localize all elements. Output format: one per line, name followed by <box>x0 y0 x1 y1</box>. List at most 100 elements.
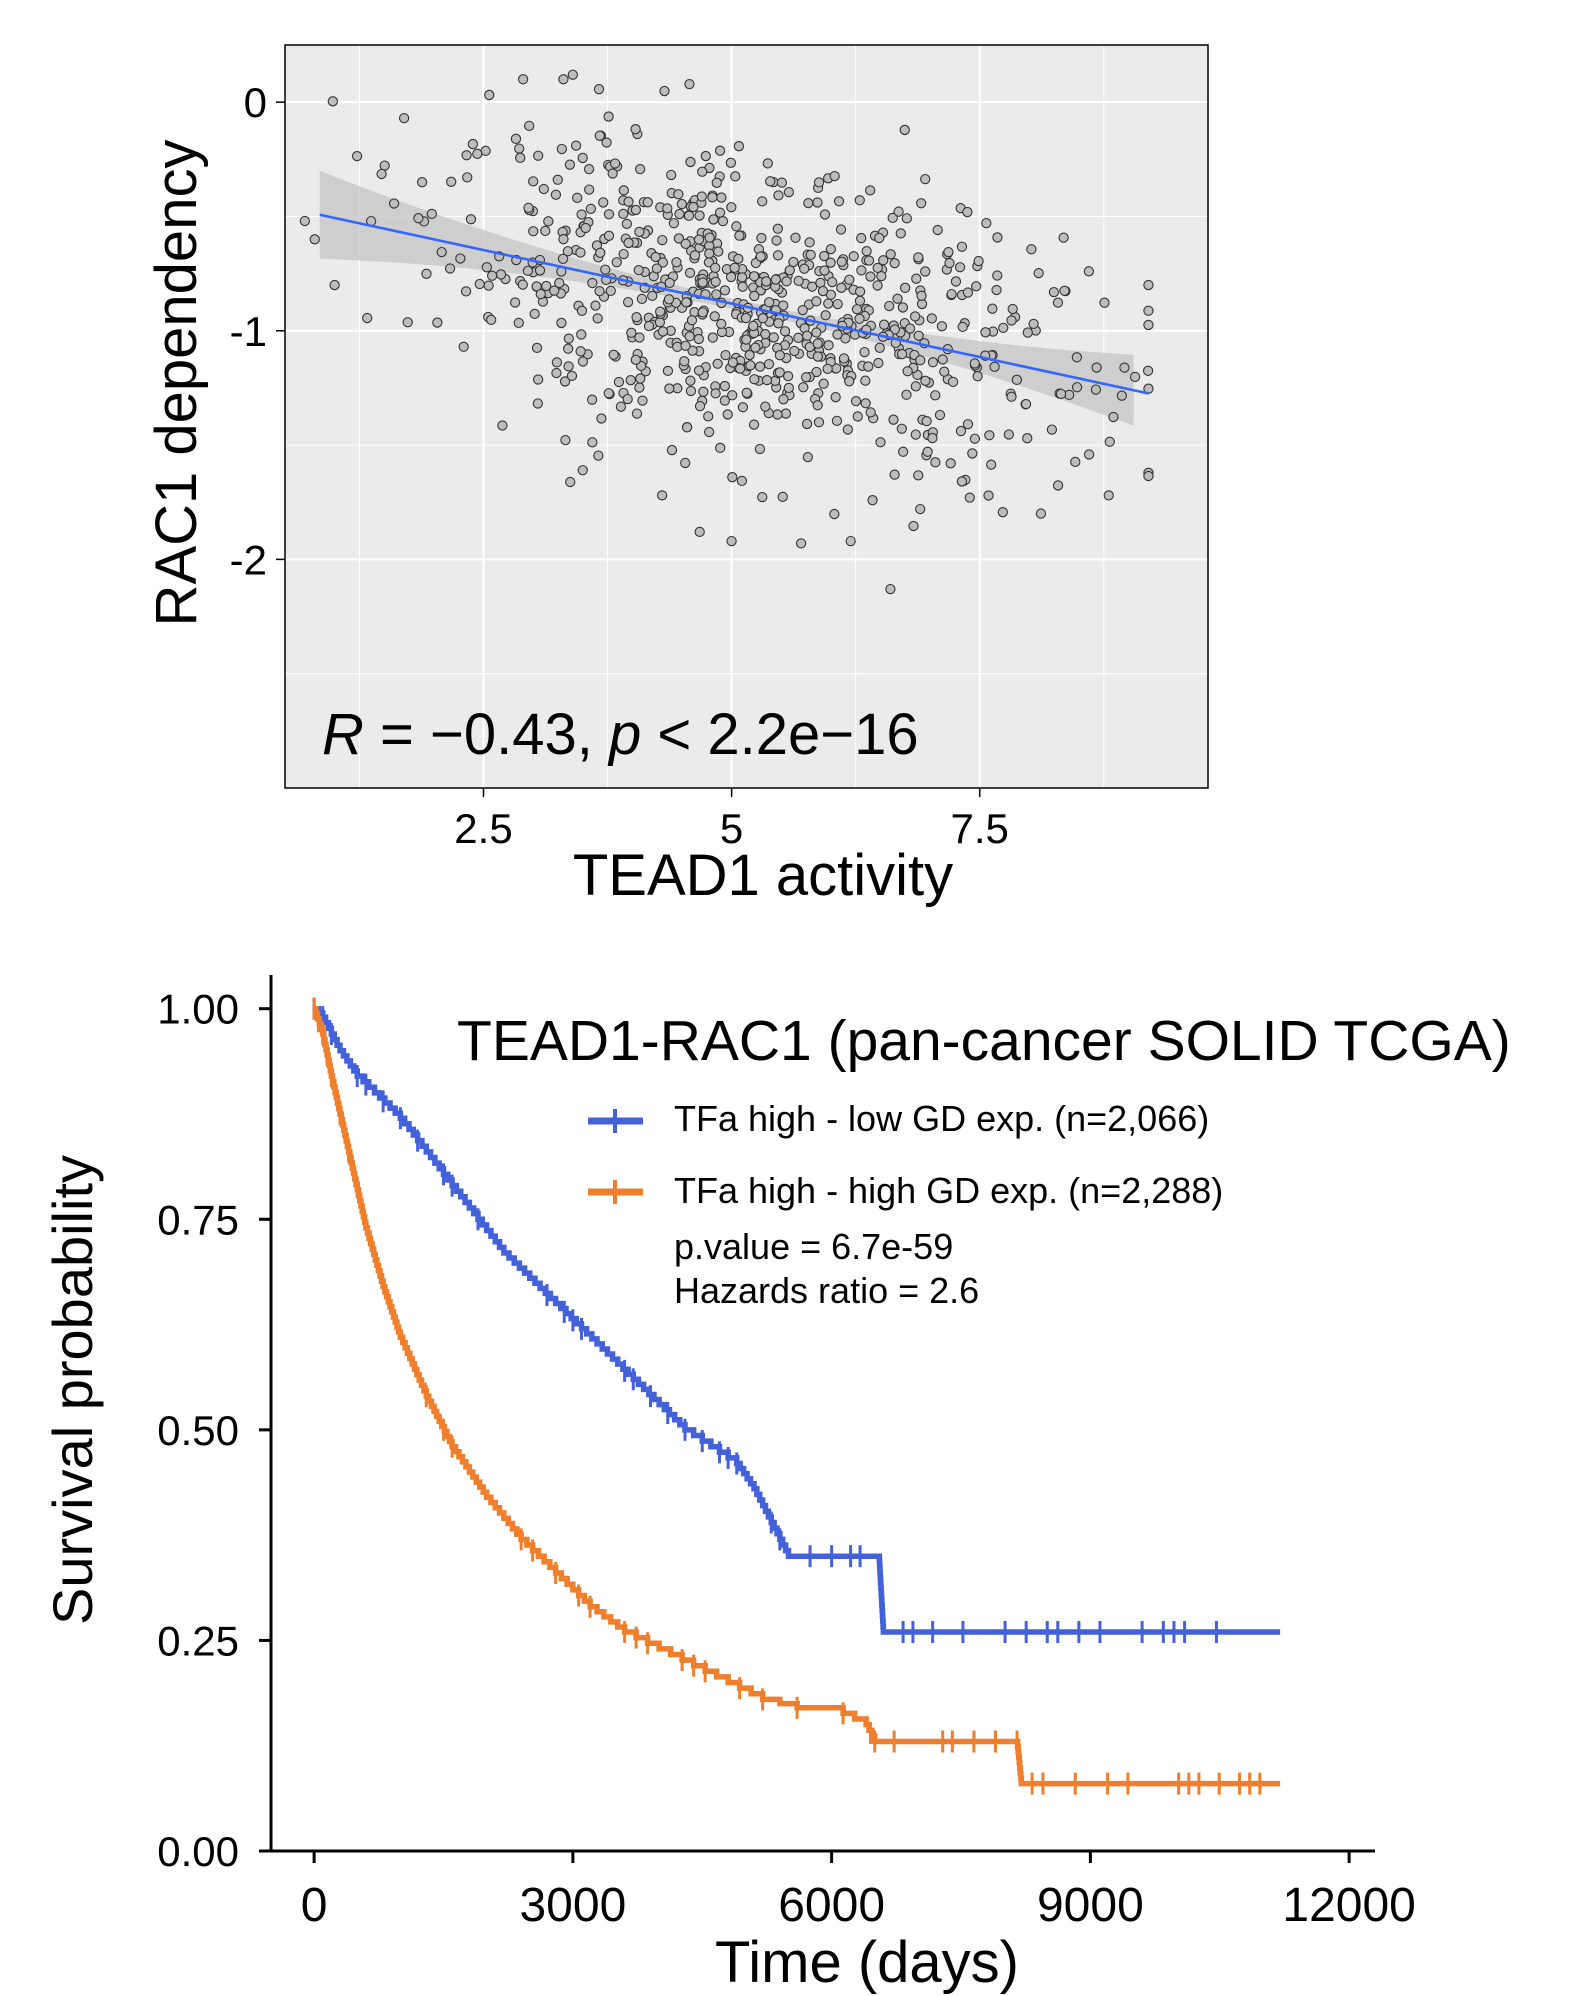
scatter-point <box>778 394 789 405</box>
scatter-point <box>696 191 707 202</box>
scatter-point <box>825 257 836 268</box>
scatter-point <box>733 141 745 152</box>
scatter-point <box>973 255 984 267</box>
scatter-point <box>725 157 737 168</box>
scatter-x-axis-title: TEAD1 activity <box>573 843 953 908</box>
scatter-point <box>681 422 693 433</box>
scatter-point <box>713 246 724 257</box>
scatter-point <box>621 218 632 230</box>
scatter-point <box>773 190 784 201</box>
scatter-point <box>740 312 752 324</box>
scatter-point <box>804 237 815 248</box>
scatter-point <box>714 145 726 156</box>
scatter-point <box>955 425 967 437</box>
scatter-point <box>552 174 563 185</box>
km-y-tick-label: 1.00 <box>157 986 239 1033</box>
scatter-point <box>842 424 853 435</box>
scatter-point <box>522 265 534 276</box>
scatter-point <box>710 262 721 274</box>
scatter-point <box>983 490 994 501</box>
scatter-point <box>693 365 705 376</box>
scatter-point <box>875 437 886 448</box>
scatter-point <box>580 222 591 234</box>
km-x-tick-label: 3000 <box>519 1879 626 1932</box>
scatter-point <box>727 390 738 401</box>
scatter-point <box>611 257 622 268</box>
r-value: = −0.43, <box>364 702 609 767</box>
scatter-point <box>845 535 856 547</box>
scatter-point <box>896 348 908 360</box>
scatter-point <box>727 357 738 368</box>
scatter-panel <box>285 45 1208 788</box>
scatter-point <box>1059 285 1070 296</box>
scatter-point <box>730 171 741 182</box>
scatter-point <box>465 214 477 225</box>
scatter-point <box>950 276 962 287</box>
scatter-point <box>594 130 605 141</box>
scatter-point <box>801 330 813 341</box>
scatter-point <box>662 203 673 214</box>
scatter-point <box>854 195 865 206</box>
scatter-point <box>798 382 809 393</box>
km-x-tick-label: 6000 <box>778 1879 885 1932</box>
scatter-point <box>697 307 708 318</box>
scatter-point <box>863 255 875 266</box>
scatter-point <box>1129 371 1141 383</box>
scatter-point <box>603 230 615 241</box>
scatter-point <box>783 186 795 198</box>
km-y-tick-label: 0.50 <box>157 1407 239 1454</box>
scatter-point <box>585 203 596 214</box>
scatter-point <box>812 400 823 411</box>
scatter-point <box>741 334 752 345</box>
km-y-ticks: 1.00 0.75 0.50 0.25 0.00 <box>157 986 271 1875</box>
scatter-point <box>748 271 760 282</box>
scatter-point <box>666 444 678 456</box>
scatter-point <box>836 282 847 293</box>
scatter-point <box>899 124 910 136</box>
scatter-point <box>749 290 760 302</box>
scatter-point <box>575 247 586 258</box>
km-x-tick-label: 0 <box>301 1879 328 1932</box>
scatter-point <box>1090 384 1102 395</box>
km-curves <box>312 997 1281 1795</box>
scatter-point <box>802 451 813 463</box>
scatter-point <box>722 409 733 420</box>
scatter-x-tick-label: 5 <box>720 805 743 852</box>
scatter-point <box>754 361 766 372</box>
scatter-point <box>927 357 939 368</box>
scatter-point <box>937 354 948 365</box>
scatter-point <box>991 284 1002 296</box>
scatter-y-axis-title: RAC1 dependency <box>144 140 209 627</box>
scatter-point <box>603 388 614 399</box>
scatter-point <box>997 507 1008 518</box>
scatter-point <box>895 228 906 239</box>
scatter-point <box>811 327 822 338</box>
scatter-point <box>915 503 926 515</box>
legend-label-low: TFa high - low GD exp. (n=2,066) <box>674 1098 1209 1139</box>
scatter-point <box>823 340 834 351</box>
scatter-point <box>635 163 646 175</box>
scatter-point <box>788 256 799 268</box>
scatter-point <box>980 327 991 338</box>
scatter-point <box>803 197 814 209</box>
scatter-point <box>562 246 574 257</box>
scatter-point <box>984 430 995 441</box>
scatter-point <box>630 204 642 216</box>
scatter-point <box>565 476 576 488</box>
scatter-point <box>729 262 740 273</box>
scatter-point <box>474 278 485 290</box>
scatter-point <box>930 390 941 401</box>
scatter-point <box>608 349 619 360</box>
scatter-point <box>820 310 831 321</box>
scatter-point <box>622 393 633 405</box>
scatter-point <box>926 313 937 324</box>
scatter-point <box>799 263 810 274</box>
scatter-point <box>540 225 551 237</box>
scatter-point <box>741 387 752 398</box>
scatter-point <box>687 345 698 356</box>
scatter-point <box>954 262 966 273</box>
scatter-point <box>867 495 878 506</box>
scatter-point <box>836 256 847 267</box>
scatter-point <box>446 176 457 187</box>
scatter-point <box>860 375 871 386</box>
